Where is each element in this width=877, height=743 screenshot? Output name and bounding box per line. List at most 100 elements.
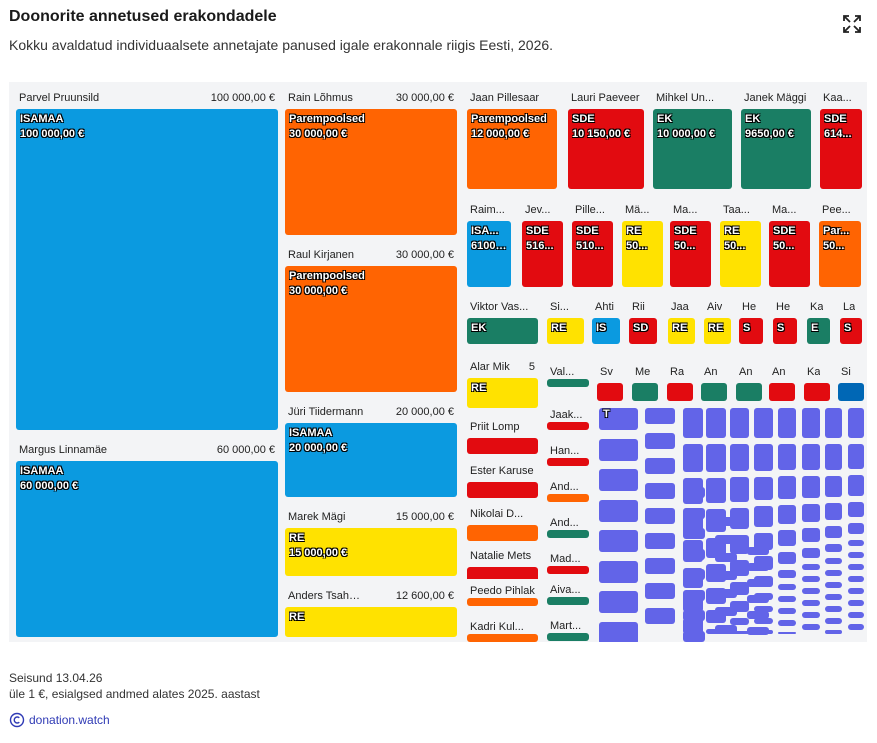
small-donor-tile[interactable] — [645, 533, 675, 549]
small-donor-tile[interactable] — [747, 547, 769, 555]
party-block[interactable]: RE — [704, 318, 731, 344]
party-block[interactable]: RE 50... — [720, 221, 761, 287]
small-donor-tile[interactable] — [683, 569, 705, 580]
donor-cell[interactable]: Lauri Paeveer SDE 10 150,00 € — [565, 86, 647, 192]
donor-cell[interactable]: Jaa RE — [665, 295, 698, 347]
party-block[interactable]: E — [807, 318, 830, 344]
donor-cell[interactable]: Ahti IS — [589, 295, 623, 347]
small-donor-tile[interactable] — [848, 444, 864, 470]
small-donor-tile[interactable] — [645, 583, 675, 599]
small-donor-tile[interactable] — [645, 458, 675, 474]
small-donor-tile[interactable] — [802, 444, 820, 470]
party-block[interactable]: RE 15 000,00 € — [285, 528, 457, 576]
party-block[interactable]: SDE 614... — [820, 109, 862, 189]
small-donor-tile[interactable] — [848, 408, 864, 438]
small-donor-tile[interactable] — [848, 600, 864, 606]
small-donor-tile[interactable] — [683, 444, 703, 472]
small-donor-tile[interactable] — [778, 505, 796, 525]
party-block[interactable] — [547, 566, 589, 574]
donor-cell[interactable]: Parvel Pruunsild 100 000,00 € ISAMAA 100 00… — [13, 86, 281, 433]
small-donor-tile[interactable] — [747, 611, 769, 619]
small-donor-tile[interactable] — [802, 576, 820, 582]
party-block[interactable] — [547, 597, 589, 605]
party-block[interactable] — [736, 383, 762, 401]
donor-cell[interactable]: Ester Karuse — [464, 459, 541, 501]
party-block[interactable] — [804, 383, 830, 401]
party-block[interactable] — [467, 482, 538, 498]
small-donor-tile[interactable] — [599, 530, 638, 552]
donor-cell[interactable]: Raul Kirjanen 30 000,00 € Parempoolsed 30 0… — [282, 243, 460, 395]
party-block[interactable] — [667, 383, 693, 401]
small-donor-tile[interactable] — [848, 588, 864, 594]
small-donor-tile[interactable] — [848, 612, 864, 618]
party-block[interactable] — [547, 633, 589, 641]
small-donor-tile[interactable] — [802, 476, 820, 498]
donor-cell[interactable]: An — [766, 360, 798, 404]
small-donor-tile[interactable] — [848, 576, 864, 582]
small-donor-tile[interactable] — [778, 584, 796, 591]
party-block[interactable]: ISAMAA 20 000,00 € — [285, 423, 457, 497]
small-donor-tile[interactable] — [778, 620, 796, 627]
donor-cell[interactable]: Margus Linnamäe 60 000,00 € ISAMAA 60 000,0… — [13, 438, 281, 640]
small-donor-tile[interactable] — [599, 499, 638, 522]
small-donor-tile[interactable] — [802, 588, 820, 594]
small-donor-tile[interactable] — [802, 548, 820, 558]
small-donor-tile[interactable] — [825, 544, 842, 552]
small-donor-tile[interactable] — [778, 530, 796, 546]
source-label[interactable]: donation.watch — [29, 713, 110, 727]
small-donor-tile[interactable] — [802, 612, 820, 618]
small-donor-tile[interactable] — [802, 408, 820, 438]
small-donor-tile[interactable] — [778, 408, 796, 438]
donor-cell[interactable]: Viktor Vas... EK — [464, 295, 541, 347]
party-block[interactable]: EK 9650,00 € — [741, 109, 811, 189]
small-donor-tile[interactable] — [825, 606, 842, 612]
donor-cell[interactable]: Mä... RE 50... — [619, 198, 666, 290]
party-block[interactable] — [547, 494, 589, 502]
party-block[interactable]: Parempoolsed 30 000,00 € — [285, 266, 457, 392]
party-block[interactable]: S — [773, 318, 797, 344]
party-block[interactable] — [547, 379, 589, 387]
expand-icon[interactable] — [842, 14, 862, 34]
small-donor-tile[interactable] — [715, 571, 737, 580]
donor-cell[interactable]: Raim... ISA... 6100,... — [464, 198, 514, 290]
small-donor-tile[interactable] — [715, 517, 737, 526]
small-donor-tile[interactable] — [747, 627, 769, 635]
small-donor-tile[interactable] — [754, 606, 773, 613]
donor-cell[interactable]: Si... RE — [544, 295, 587, 347]
party-block[interactable] — [467, 634, 538, 642]
small-donor-tile[interactable] — [645, 433, 675, 449]
small-donor-tile[interactable] — [683, 548, 705, 560]
donor-cell[interactable]: La S — [837, 295, 865, 347]
small-donor-tile[interactable] — [683, 589, 705, 601]
small-donor-tile[interactable] — [754, 408, 773, 438]
donor-cell[interactable]: Marek Mägi 15 000,00 € RE 15 000,00 € — [282, 505, 460, 579]
small-donor-tile[interactable] — [645, 558, 675, 574]
donor-cell[interactable]: Ma... SDE 50... — [667, 198, 714, 290]
donor-cell[interactable]: Taa... RE 50... — [717, 198, 764, 290]
small-donor-tile[interactable] — [778, 608, 796, 615]
party-block[interactable] — [547, 530, 589, 538]
donor-cell[interactable]: Ra — [664, 360, 696, 404]
small-donor-tile[interactable] — [825, 444, 842, 470]
donor-cell[interactable]: Aiva... — [544, 578, 592, 608]
small-donor-tile[interactable] — [715, 553, 737, 562]
small-donor-tile[interactable] — [802, 504, 820, 522]
small-donor-tile[interactable] — [645, 508, 675, 524]
party-block[interactable]: SDE 510... — [572, 221, 613, 287]
small-donor-tile[interactable] — [706, 408, 726, 438]
party-block[interactable]: RE — [547, 318, 584, 344]
small-donor-tile[interactable] — [848, 624, 864, 630]
small-donor-tile[interactable] — [754, 476, 773, 501]
donor-cell[interactable]: Janek Mäggi EK 9650,00 € — [738, 86, 814, 192]
donor-cell[interactable]: Rain Lõhmus 30 000,00 € Parempoolsed 30 000… — [282, 86, 460, 238]
small-donor-tile[interactable] — [730, 617, 749, 626]
small-donor-tile[interactable] — [754, 532, 773, 550]
small-donor-tile[interactable] — [599, 560, 638, 583]
small-donor-tile[interactable] — [599, 621, 638, 642]
donor-cell[interactable]: An — [733, 360, 765, 404]
small-donor-tile[interactable] — [754, 506, 773, 527]
donor-cell[interactable]: Jev... SDE 516... — [519, 198, 566, 290]
small-donor-tile[interactable] — [754, 444, 773, 471]
donor-cell[interactable]: Jüri Tiidermann 20 000,00 € ISAMAA 20 000,0… — [282, 400, 460, 500]
donor-cell[interactable]: Han... — [544, 439, 592, 469]
